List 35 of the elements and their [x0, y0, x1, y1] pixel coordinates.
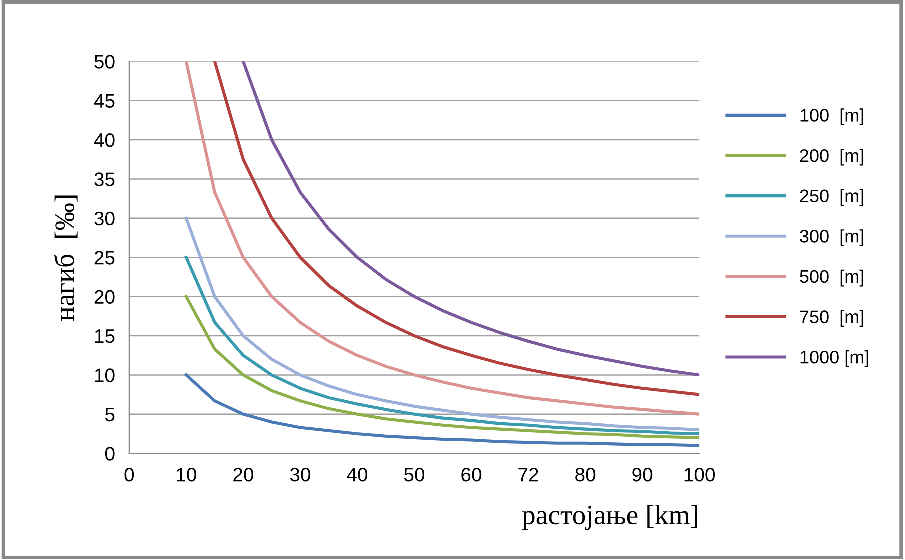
legend-label: 1000 [m] [800, 350, 868, 368]
y-tick-label: 15 [95, 330, 115, 344]
x-tick-label: 20 [234, 468, 254, 482]
legend-label: 300 [m] [800, 230, 864, 246]
x-tick-label: 100 [684, 468, 716, 482]
line-series [184, 256, 700, 436]
x-axis-title: растојање [km] [522, 505, 698, 530]
line-series [184, 216, 700, 432]
y-tick-label: 40 [94, 133, 115, 148]
legend-label: 250 [m] [800, 189, 864, 206]
legend-label: 500 [m] [800, 270, 864, 287]
y-tick-label: 0 [105, 447, 115, 461]
x-tick-label: 10 [177, 468, 196, 482]
x-tick-label: 30 [290, 468, 311, 482]
x-tick-label: 80 [576, 468, 596, 482]
x-tick-label: 40 [347, 468, 368, 482]
y-tick-label: 25 [94, 251, 115, 265]
y-tick-label: 45 [94, 94, 115, 108]
legend-label: 200 [m] [800, 148, 864, 166]
line-series [184, 295, 700, 440]
x-tick-label: 72 [518, 468, 538, 482]
legend-label: 100 [m] [800, 108, 864, 126]
y-tick-label: 50 [94, 55, 115, 69]
y-axis-title: нагиб [‰] [54, 196, 78, 321]
y-tick-label: 30 [94, 212, 115, 226]
y-tick-label: 20 [94, 290, 115, 304]
x-tick-label: 50 [404, 468, 425, 482]
x-tick-label: 0 [124, 468, 134, 482]
x-tick-label: 60 [462, 468, 482, 482]
x-tick-label: 90 [632, 468, 653, 482]
y-tick-label: 35 [94, 172, 115, 186]
legend-label: 750 [m] [800, 310, 864, 328]
y-tick-label: 10 [95, 368, 115, 382]
y-tick-label: 5 [105, 408, 115, 422]
line-series [184, 374, 700, 448]
